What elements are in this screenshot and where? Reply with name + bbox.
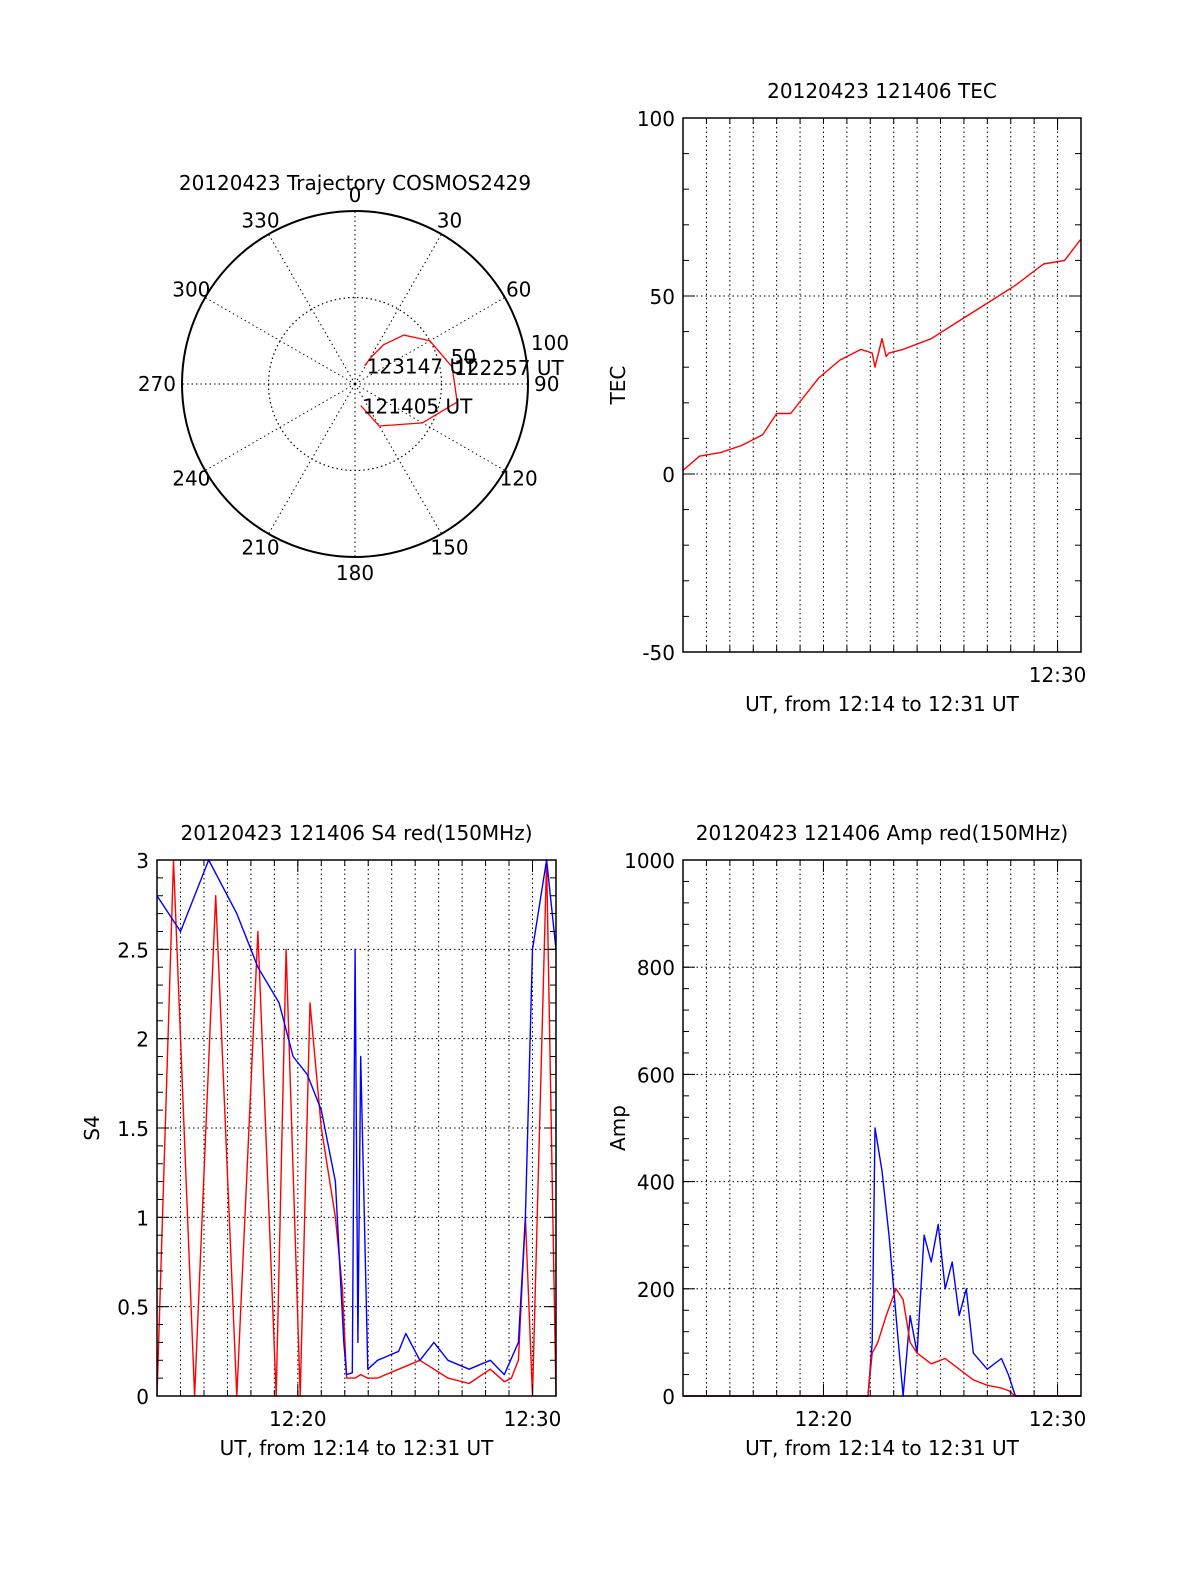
y-tick-label: 50	[650, 285, 675, 309]
y-tick-label: 0	[662, 1385, 675, 1409]
polar-angle-label: 330	[241, 208, 279, 232]
polar-angle-label: 0	[349, 183, 362, 207]
trajectory-time-label: 122257 UT	[454, 356, 564, 380]
trajectory-time-label: 123147 UT	[367, 355, 477, 379]
polar-angle-label: 90	[534, 372, 559, 396]
x-axis-label: UT, from 12:14 to 12:31 UT	[220, 1436, 495, 1460]
x-tick-label: 12:30	[504, 1407, 562, 1431]
plot-frame	[682, 859, 1082, 1397]
trajectory-line	[360, 334, 458, 427]
polar-angle-label: 60	[506, 278, 531, 302]
series-line	[683, 1127, 1081, 1397]
polar-ring	[267, 296, 443, 472]
x-axis-label: UT, from 12:14 to 12:31 UT	[745, 692, 1020, 716]
polar-spoke	[204, 297, 356, 385]
polar-spoke	[268, 233, 356, 385]
y-tick-label: 2.5	[117, 938, 149, 962]
y-tick-label: 2	[136, 1028, 149, 1052]
polar-angle-label: 180	[336, 561, 374, 585]
y-tick-label: 200	[637, 1278, 675, 1302]
x-tick-label: 12:20	[795, 1407, 853, 1431]
polar-angle-label: 150	[430, 536, 468, 560]
y-tick-label: 0	[136, 1385, 149, 1409]
polar-angle-label: 270	[138, 372, 176, 396]
y-axis-label: TEC	[606, 366, 630, 406]
plot-frame	[682, 117, 1082, 653]
polar-title: 20120423 Trajectory COSMOS2429	[179, 171, 531, 195]
y-tick-label: 1	[136, 1206, 149, 1230]
x-tick-label: 12:30	[1029, 663, 1087, 687]
y-tick-label: 400	[637, 1171, 675, 1195]
y-axis-label: S4	[80, 1115, 104, 1140]
x-tick-label: 12:30	[1029, 1407, 1087, 1431]
y-tick-label: 3	[136, 849, 149, 873]
polar-radial-label: 50	[451, 345, 476, 369]
series-line	[156, 859, 557, 1376]
x-axis-label: UT, from 12:14 to 12:31 UT	[745, 1436, 1020, 1460]
plot-2: 0 0.5 1 1.5 2 2.5 3 12:20 12:30 20120423 121406 S…	[80, 821, 561, 1460]
polar-radial-label: 100	[531, 331, 569, 355]
plot-title: 20120423 121406 S4 red(150MHz)	[181, 821, 533, 845]
polar-angle-label: 120	[500, 467, 538, 491]
y-tick-label: 1.5	[117, 1117, 149, 1141]
plot-title: 20120423 121406 Amp red(150MHz)	[696, 821, 1068, 845]
y-tick-label: 1000	[624, 849, 675, 873]
polar-spoke	[354, 233, 442, 385]
y-tick-label: 600	[637, 1063, 675, 1087]
plot-1: -50 0 50 100 12:30 20120423 121406 TEC UT, fro…	[606, 79, 1086, 716]
plot-title: 20120423 121406 TEC	[767, 79, 997, 103]
series-line	[683, 1288, 1081, 1397]
series-line	[682, 238, 1082, 471]
y-tick-label: 100	[637, 107, 675, 131]
y-tick-label: 0	[662, 463, 675, 487]
y-tick-label: 0.5	[117, 1296, 149, 1320]
polar-angle-label: 30	[437, 208, 462, 232]
trajectory-time-label: 121405 UT	[363, 395, 473, 419]
plot-3: 0 200 400 600 800 1000 12:20 12:30 20120423 1214…	[606, 821, 1086, 1460]
polar-angle-label: 210	[241, 536, 279, 560]
y-tick-label: 800	[637, 956, 675, 980]
series-line	[156, 859, 557, 1397]
x-tick-label: 12:20	[269, 1407, 327, 1431]
polar-outer-ring	[181, 210, 529, 558]
y-axis-label: Amp	[606, 1105, 630, 1151]
polar-angle-label: 300	[172, 278, 210, 302]
polar-angle-label: 240	[172, 467, 210, 491]
y-tick-label: -50	[642, 641, 675, 665]
